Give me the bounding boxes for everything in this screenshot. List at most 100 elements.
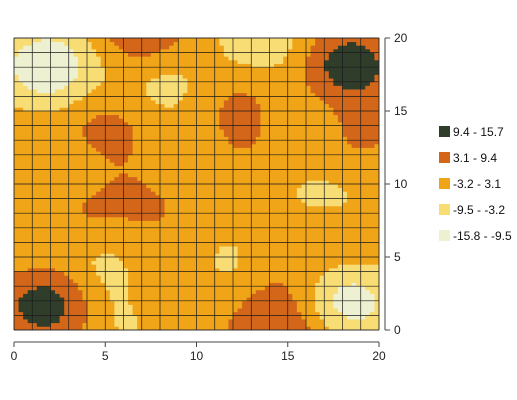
contour-cell xyxy=(255,286,261,291)
contour-cell xyxy=(196,308,202,313)
contour-cell xyxy=(182,176,188,181)
contour-cell xyxy=(191,198,197,203)
contour-cell xyxy=(82,293,88,298)
contour-cell xyxy=(160,151,165,156)
contour-cell xyxy=(82,59,88,64)
contour-cell xyxy=(96,180,102,185)
contour-cell xyxy=(264,129,270,134)
contour-cell xyxy=(278,242,284,247)
contour-cell xyxy=(187,81,193,86)
contour-cell xyxy=(45,143,51,148)
contour-cell xyxy=(201,319,207,324)
contour-cell xyxy=(264,85,270,90)
contour-cell xyxy=(169,267,175,272)
contour-cell xyxy=(242,300,248,305)
contour-cell xyxy=(114,319,120,324)
contour-cell xyxy=(132,267,138,272)
contour-cell xyxy=(214,162,220,167)
contour-cell xyxy=(274,297,280,302)
contour-cell xyxy=(274,238,280,243)
contour-cell xyxy=(23,308,29,313)
contour-cell xyxy=(27,271,33,276)
contour-cell xyxy=(141,85,147,90)
contour-cell xyxy=(55,140,61,145)
contour-cell xyxy=(68,96,74,101)
contour-cell xyxy=(18,286,24,291)
contour-cell xyxy=(91,165,97,170)
contour-cell xyxy=(160,70,165,75)
contour-cell xyxy=(105,107,111,112)
contour-cell xyxy=(201,158,207,163)
contour-cell xyxy=(191,202,197,207)
contour-cell xyxy=(173,271,179,276)
contour-cell xyxy=(141,118,147,123)
contour-cell xyxy=(223,111,229,116)
contour-cell xyxy=(264,224,270,229)
contour-cell xyxy=(59,213,65,218)
contour-cell xyxy=(50,202,56,207)
contour-cell xyxy=(169,213,175,218)
contour-cell xyxy=(219,194,225,199)
contour-cell xyxy=(191,59,197,64)
contour-cell xyxy=(237,205,243,210)
contour-cell xyxy=(287,267,293,272)
contour-cell xyxy=(137,311,143,316)
contour-cell xyxy=(87,165,92,170)
contour-cell xyxy=(182,260,188,265)
contour-cell xyxy=(114,300,120,305)
contour-cell xyxy=(36,271,42,276)
contour-cell xyxy=(214,125,220,130)
contour-cell xyxy=(41,213,47,218)
contour-cell xyxy=(155,297,161,302)
contour-cell xyxy=(164,278,170,283)
contour-cell xyxy=(132,107,138,112)
contour-cell xyxy=(169,231,175,236)
contour-cell xyxy=(223,308,229,313)
contour-cell xyxy=(155,191,161,196)
contour-cell xyxy=(96,282,102,287)
contour-cell xyxy=(228,286,234,291)
contour-cell xyxy=(191,45,197,50)
contour-cell xyxy=(141,304,147,309)
contour-cell xyxy=(150,267,156,272)
contour-cell xyxy=(173,114,179,119)
contour-cell xyxy=(23,242,29,247)
contour-cell xyxy=(91,48,97,53)
contour-cell xyxy=(105,260,111,265)
contour-cell xyxy=(59,227,65,232)
contour-cell xyxy=(155,238,161,243)
contour-cell xyxy=(146,304,152,309)
contour-cell xyxy=(82,81,88,86)
contour-cell xyxy=(50,308,56,313)
contour-cell xyxy=(237,85,243,90)
contour-cell xyxy=(196,70,202,75)
contour-cell xyxy=(210,92,216,97)
contour-cell xyxy=(173,275,179,280)
contour-cell xyxy=(100,220,106,225)
contour-cell xyxy=(205,89,211,94)
contour-cell xyxy=(59,147,65,152)
contour-cell xyxy=(137,96,143,101)
contour-cell xyxy=(191,121,197,126)
contour-cell xyxy=(32,326,38,330)
contour-cell xyxy=(155,140,161,145)
contour-cell xyxy=(196,74,202,79)
contour-cell xyxy=(150,213,156,218)
contour-cell xyxy=(210,132,216,137)
contour-cell xyxy=(182,38,188,43)
contour-cell xyxy=(196,260,202,265)
contour-cell xyxy=(178,173,184,178)
contour-cell xyxy=(242,271,248,276)
contour-cell xyxy=(105,121,111,126)
contour-cell xyxy=(45,187,51,192)
contour-cell xyxy=(296,257,302,262)
contour-cell xyxy=(87,315,92,320)
contour-cell xyxy=(14,63,19,68)
contour-cell xyxy=(269,213,275,218)
contour-cell xyxy=(91,158,97,163)
contour-cell xyxy=(292,125,298,130)
contour-cell xyxy=(260,224,266,229)
contour-cell xyxy=(128,78,134,83)
contour-cell xyxy=(287,173,293,178)
contour-cell xyxy=(292,184,298,189)
